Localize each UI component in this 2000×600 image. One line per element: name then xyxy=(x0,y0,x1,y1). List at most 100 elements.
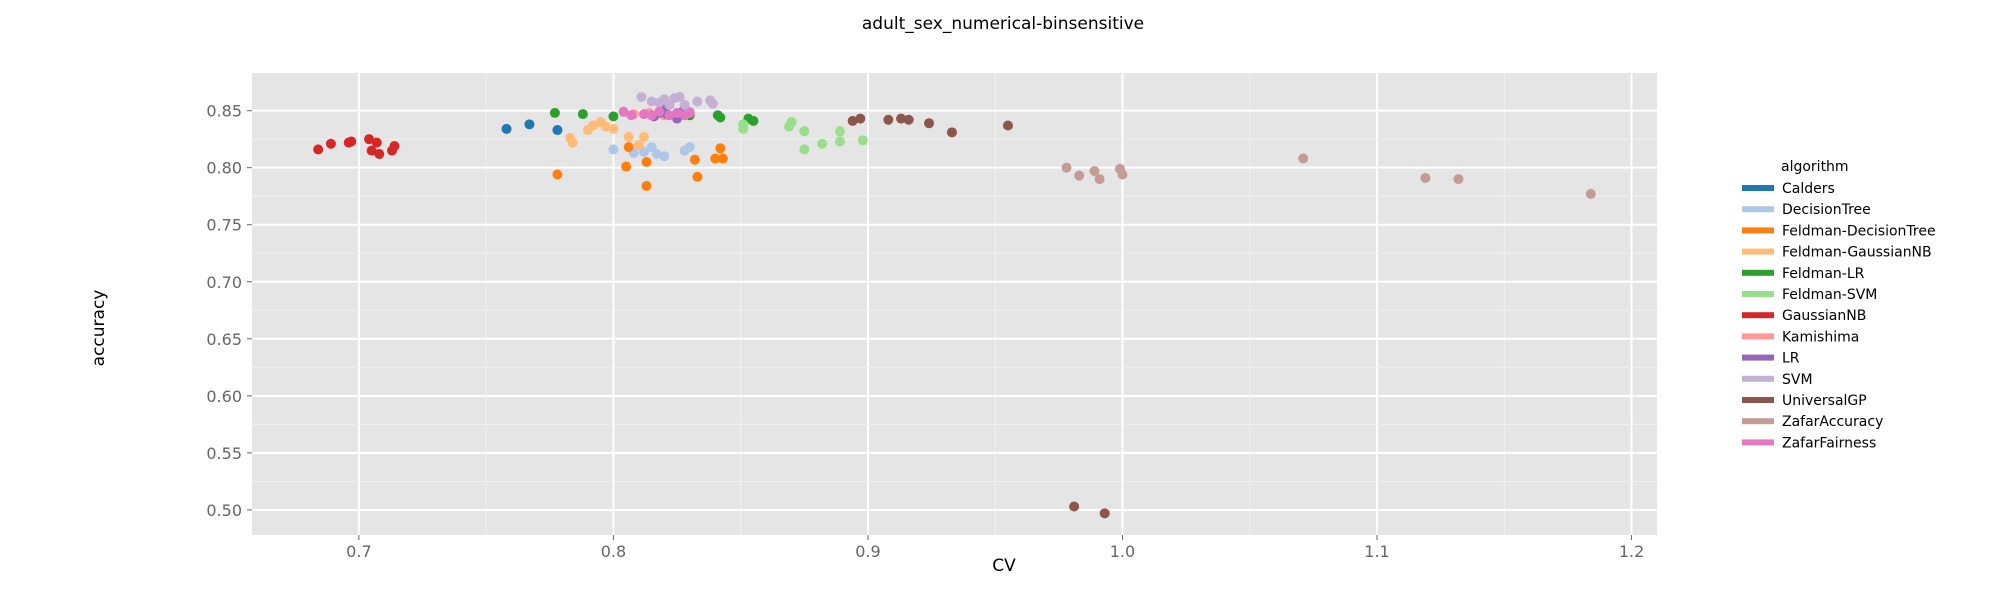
data-point xyxy=(659,151,670,162)
data-point xyxy=(672,107,683,118)
data-point xyxy=(896,113,907,124)
data-point xyxy=(646,96,657,107)
data-point xyxy=(817,138,828,149)
data-point xyxy=(855,113,866,124)
data-point xyxy=(608,123,619,134)
x-axis-ticks: 0.7 0.8 0.9 1.0 1.1 1.2 xyxy=(346,535,1644,561)
data-point xyxy=(786,117,797,128)
data-point xyxy=(664,99,675,110)
series-zafaraccuracy xyxy=(1061,153,1596,199)
data-point xyxy=(799,144,810,155)
data-point xyxy=(847,115,858,126)
data-point xyxy=(689,154,700,165)
legend-swatch xyxy=(1742,185,1774,191)
data-point xyxy=(1061,162,1072,173)
legend-label: Feldman-LR xyxy=(1782,266,1865,282)
y-tick-label: 0.60 xyxy=(206,387,242,406)
data-point xyxy=(710,153,721,164)
series-decisiontree xyxy=(608,142,695,162)
legend-label: Feldman-SVM xyxy=(1782,287,1877,303)
data-point xyxy=(1002,120,1013,131)
legend-label: Feldman-DecisionTree xyxy=(1782,223,1936,239)
data-point xyxy=(501,123,512,134)
legend-swatch xyxy=(1742,312,1774,319)
data-point xyxy=(834,136,845,147)
data-point xyxy=(651,148,662,159)
data-point xyxy=(684,142,695,153)
data-point xyxy=(1069,501,1080,512)
data-point xyxy=(883,114,894,125)
data-point xyxy=(567,137,578,148)
y-tick-label: 0.80 xyxy=(206,159,242,178)
legend-label: ZafarAccuracy xyxy=(1782,414,1883,430)
data-point xyxy=(524,119,535,130)
data-point xyxy=(1298,153,1309,164)
legend-swatch xyxy=(1742,248,1774,255)
legend-swatch xyxy=(1742,375,1774,382)
data-points xyxy=(313,91,1596,519)
legend-label: DecisionTree xyxy=(1782,202,1871,218)
legend-label: ZafarFairness xyxy=(1782,435,1876,451)
data-point xyxy=(857,135,868,146)
legend-swatch xyxy=(1742,354,1774,361)
legend-label: Feldman-GaussianNB xyxy=(1782,245,1932,261)
data-point xyxy=(692,96,703,107)
data-point xyxy=(1585,188,1596,199)
legend-swatch xyxy=(1742,269,1774,276)
data-point xyxy=(626,110,637,121)
data-point xyxy=(834,126,845,137)
data-point xyxy=(1094,174,1105,185)
data-point xyxy=(1420,172,1431,183)
series-feldman-decisiontree xyxy=(552,142,728,191)
x-tick-label: 0.8 xyxy=(601,542,626,561)
data-point xyxy=(638,146,649,157)
data-point xyxy=(549,107,560,118)
data-point xyxy=(313,144,324,155)
x-tick-label: 1.0 xyxy=(1110,542,1135,561)
data-point xyxy=(1099,508,1110,519)
y-axis-ticks: 0.50 0.55 0.60 0.65 0.70 0.75 0.80 0.85 xyxy=(206,102,252,520)
legend-label: UniversalGP xyxy=(1782,393,1867,409)
legend-swatch xyxy=(1742,227,1774,234)
legend-label: Calders xyxy=(1782,181,1835,197)
data-point xyxy=(924,118,935,129)
data-point xyxy=(692,171,703,182)
legend-swatch xyxy=(1742,439,1774,446)
data-point xyxy=(1453,174,1464,185)
data-point xyxy=(1117,169,1128,180)
y-tick-label: 0.55 xyxy=(206,444,242,463)
data-point xyxy=(715,112,726,123)
gridlines xyxy=(252,73,1657,535)
legend-swatch xyxy=(1742,418,1774,425)
x-tick-label: 0.7 xyxy=(346,542,371,561)
legend-label: LR xyxy=(1782,351,1800,367)
data-point xyxy=(664,110,675,121)
y-tick-label: 0.70 xyxy=(206,273,242,292)
legend-label: Kamishima xyxy=(1782,329,1859,345)
data-point xyxy=(946,127,957,138)
data-point xyxy=(623,131,634,142)
y-tick-label: 0.75 xyxy=(206,216,242,235)
chart-title: adult_sex_numerical-binsensitive xyxy=(862,14,1144,34)
data-point xyxy=(588,120,599,131)
plot-panel xyxy=(252,73,1657,535)
x-tick-label: 0.9 xyxy=(855,542,880,561)
legend-title: algorithm xyxy=(1781,159,1849,175)
y-axis-label: accuracy xyxy=(89,290,109,367)
data-point xyxy=(679,99,690,110)
data-point xyxy=(674,91,685,102)
series-zafarfairness xyxy=(618,106,695,121)
data-point xyxy=(646,142,657,153)
data-point xyxy=(366,145,377,156)
data-point xyxy=(903,114,914,125)
data-point xyxy=(371,137,382,148)
data-point xyxy=(608,111,619,122)
series-gaussiannb xyxy=(313,134,400,159)
data-point xyxy=(621,161,632,172)
y-tick-label: 0.85 xyxy=(206,102,242,121)
data-point xyxy=(389,141,400,152)
data-point xyxy=(715,143,726,154)
y-tick-label: 0.50 xyxy=(206,501,242,520)
legend-label: SVM xyxy=(1782,372,1813,388)
